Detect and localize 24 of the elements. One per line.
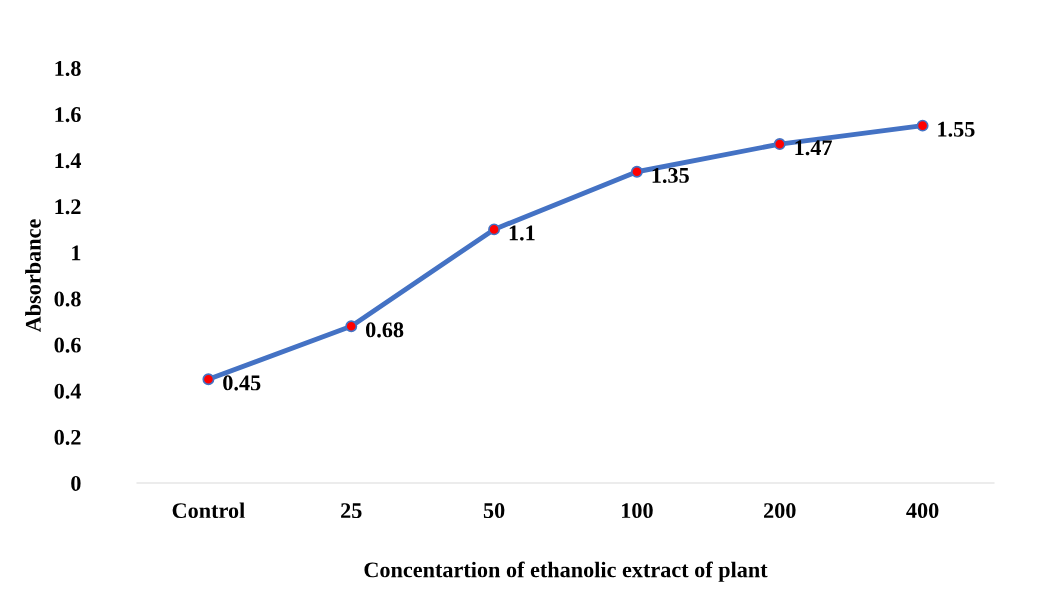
data-label: 1.1 — [509, 225, 535, 241]
x-tick-label: 25 — [341, 503, 362, 519]
y-tick-label: 1.2 — [55, 199, 81, 215]
y-tick-label: 1.6 — [55, 107, 81, 123]
y-axis-title: Absorbance — [25, 219, 41, 333]
y-tick-label: 0.2 — [54, 429, 81, 445]
x-tick-label: 400 — [906, 503, 939, 519]
x-tick-label: Control — [172, 502, 245, 519]
y-tick-label: 1.8 — [55, 60, 81, 77]
y-tick-label: 0 — [71, 475, 81, 491]
x-tick-label: 200 — [764, 503, 796, 519]
y-tick-label: 1.4 — [55, 153, 82, 169]
y-tick-label: 0.4 — [54, 383, 82, 399]
data-label: 0.68 — [365, 322, 404, 338]
data-label: 1.35 — [652, 167, 689, 183]
x-tick-label: 50 — [483, 503, 505, 519]
y-tick-label: 1 — [72, 245, 81, 261]
data-label: 1.47 — [795, 140, 832, 156]
data-label: 0.45 — [223, 375, 261, 391]
x-tick-label: 100 — [622, 503, 653, 519]
x-axis-title: Concentartion of ethanolic extract of plant — [364, 561, 768, 582]
y-tick-label: 0.8 — [54, 291, 81, 307]
y-tick-label: 0.6 — [54, 337, 81, 353]
data-label: 1.55 — [938, 121, 975, 137]
